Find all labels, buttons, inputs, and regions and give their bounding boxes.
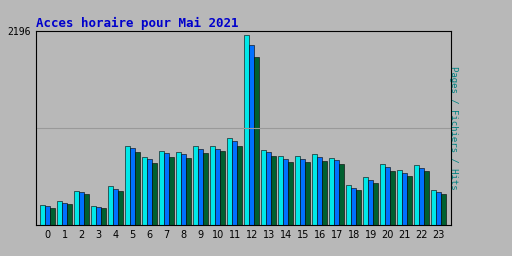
Bar — [363, 177, 368, 225]
Bar — [203, 153, 208, 225]
Bar — [125, 146, 130, 225]
Bar — [169, 157, 175, 225]
Bar — [215, 149, 220, 225]
Bar — [288, 162, 293, 225]
Bar — [227, 138, 232, 225]
Bar — [295, 156, 300, 225]
Bar — [135, 152, 140, 225]
Bar — [176, 152, 181, 225]
Bar — [193, 146, 198, 225]
Bar — [283, 159, 288, 225]
Bar — [261, 150, 266, 225]
Bar — [67, 204, 72, 225]
Bar — [220, 151, 225, 225]
Bar — [339, 164, 345, 225]
Bar — [237, 146, 242, 225]
Bar — [152, 163, 157, 225]
Bar — [431, 190, 436, 225]
Bar — [402, 173, 407, 225]
Bar — [373, 183, 378, 225]
Bar — [249, 45, 254, 225]
Bar — [50, 208, 55, 225]
Bar — [108, 186, 113, 225]
Bar — [198, 149, 203, 225]
Bar — [186, 158, 191, 225]
Bar — [305, 162, 310, 225]
Bar — [300, 159, 305, 225]
Bar — [101, 208, 106, 225]
Bar — [62, 203, 67, 225]
Bar — [96, 207, 101, 225]
Bar — [380, 164, 385, 225]
Bar — [385, 167, 390, 225]
Bar — [147, 159, 152, 225]
Bar — [181, 154, 186, 225]
Bar — [312, 154, 317, 225]
Bar — [113, 188, 118, 225]
Bar — [142, 157, 147, 225]
Bar — [278, 156, 283, 225]
Bar — [441, 194, 446, 225]
Bar — [210, 146, 215, 225]
Bar — [271, 156, 276, 225]
Text: Acces horaire pour Mai 2021: Acces horaire pour Mai 2021 — [36, 16, 239, 29]
Bar — [329, 158, 334, 225]
Bar — [356, 190, 361, 225]
Bar — [130, 148, 135, 225]
Bar — [368, 180, 373, 225]
Bar — [390, 171, 395, 225]
Bar — [74, 191, 79, 225]
Bar — [346, 185, 351, 225]
Bar — [84, 195, 90, 225]
Bar — [45, 206, 50, 225]
Bar — [254, 57, 260, 225]
Y-axis label: Pages / Fichiers / Hits: Pages / Fichiers / Hits — [449, 66, 458, 190]
Bar — [266, 152, 271, 225]
Bar — [414, 165, 419, 225]
Bar — [322, 161, 327, 225]
Bar — [91, 206, 96, 225]
Bar — [397, 170, 402, 225]
Bar — [40, 205, 45, 225]
Bar — [317, 157, 322, 225]
Bar — [79, 193, 84, 225]
Bar — [334, 160, 339, 225]
Bar — [419, 168, 424, 225]
Bar — [159, 151, 164, 225]
Bar — [351, 188, 356, 225]
Bar — [407, 176, 412, 225]
Bar — [232, 141, 237, 225]
Bar — [164, 153, 169, 225]
Bar — [57, 201, 62, 225]
Bar — [424, 171, 430, 225]
Bar — [118, 191, 123, 225]
Bar — [244, 35, 249, 225]
Bar — [436, 192, 441, 225]
